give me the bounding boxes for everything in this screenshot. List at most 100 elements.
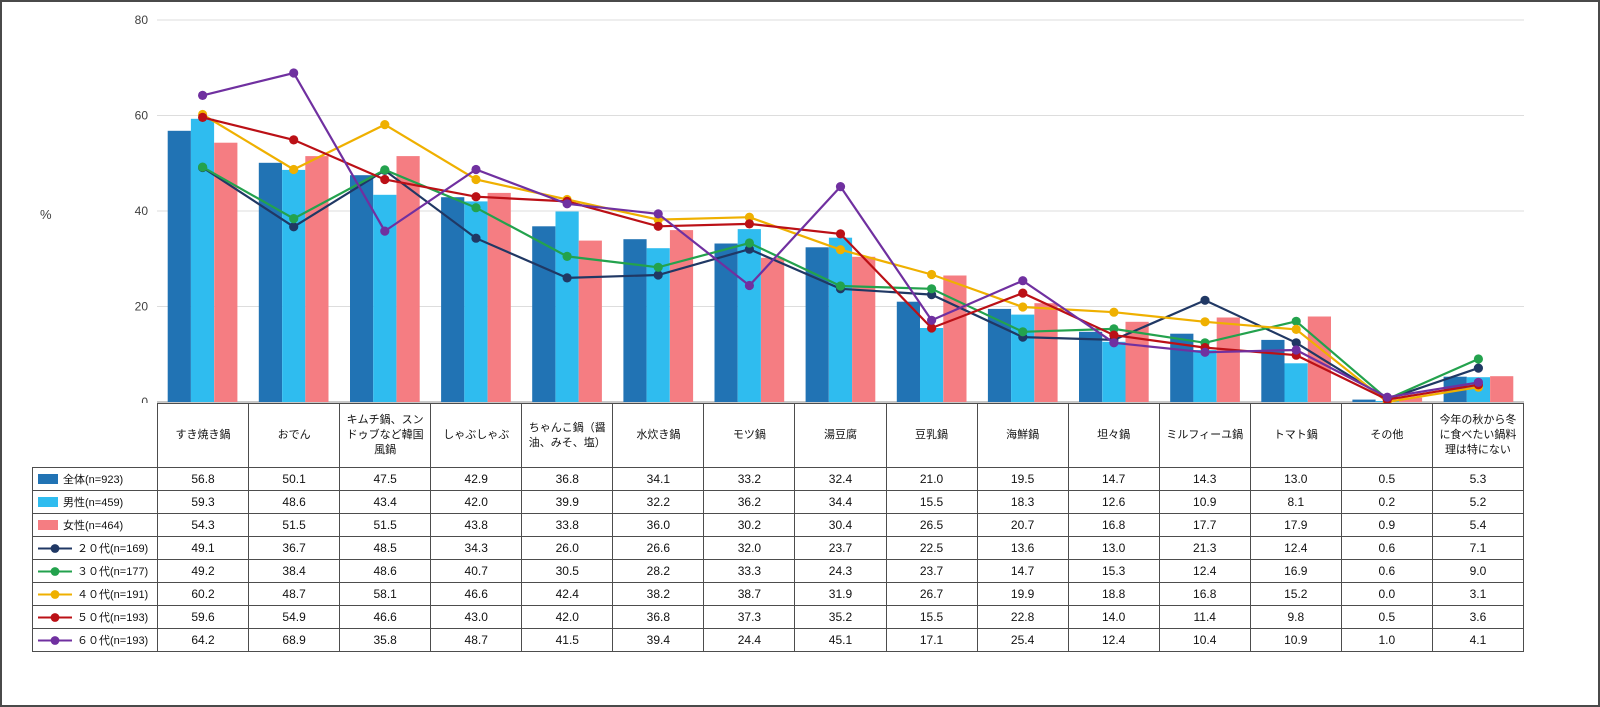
legend-item: ４０代(n=191) [32,582,158,606]
value-cell: 37.3 [703,605,796,629]
value-cell: 17.1 [885,628,978,652]
value-cell: 19.5 [976,467,1069,491]
value-cell: 47.5 [339,467,432,491]
value-cell: 20.7 [976,513,1069,537]
value-cell: 12.6 [1067,490,1160,514]
category-header: 水炊き鍋 [612,403,705,468]
data-table: すき焼き鍋 おでん キムチ鍋、スンドゥブなど韓国風鍋 しゃぶしゃぶ ちゃんこ鍋（醤油、み… [32,403,1525,652]
value-cell: 48.7 [248,582,341,606]
value-cell: 48.6 [248,490,341,514]
series-row: ６０代(n=193) 64.2 68.9 35.8 48.7 41.5 39.4 24.4 45… [32,628,1525,652]
value-cell: 28.2 [612,559,705,583]
value-cell: 10.9 [1158,490,1251,514]
value-cell: 21.0 [885,467,978,491]
value-cell: 15.2 [1249,582,1342,606]
value-cell: 59.3 [156,490,250,514]
value-cell: 0.5 [1340,605,1433,629]
value-cell: 13.0 [1067,536,1160,560]
category-header: トマト鍋 [1249,403,1342,468]
value-cell: 12.4 [1158,559,1251,583]
legend-item: ３０代(n=177) [32,559,158,583]
value-cell: 54.9 [248,605,341,629]
value-cell: 3.1 [1431,582,1525,606]
value-cell: 45.1 [794,628,887,652]
value-cell: 13.0 [1249,467,1342,491]
value-cell: 5.3 [1431,467,1525,491]
value-cell: 8.1 [1249,490,1342,514]
value-cell: 30.4 [794,513,887,537]
series-row: ３０代(n=177) 49.2 38.4 48.6 40.7 30.5 28.2 33.3 24… [32,559,1525,583]
legend-label: ２０代(n=169) [77,543,149,555]
value-cell: 14.0 [1067,605,1160,629]
value-cell: 42.4 [521,582,614,606]
value-cell: 43.0 [430,605,523,629]
legend-line-marker-icon [38,543,72,553]
legend-label: 全体(n=923) [63,474,124,486]
value-cell: 36.8 [521,467,614,491]
category-header: 豆乳鍋 [885,403,978,468]
legend-item: ５０代(n=193) [32,605,158,629]
legend-label: ６０代(n=193) [77,635,149,647]
value-cell: 58.1 [339,582,432,606]
value-cell: 48.5 [339,536,432,560]
value-cell: 35.8 [339,628,432,652]
value-cell: 33.3 [703,559,796,583]
svg-text:40: 40 [135,204,149,218]
value-cell: 56.8 [156,467,250,491]
svg-text:80: 80 [135,13,149,27]
legend-label: ４０代(n=191) [77,589,149,601]
value-cell: 16.8 [1067,513,1160,537]
value-cell: 36.0 [612,513,705,537]
series-row: 全体(n=923) 56.8 50.1 47.5 42.9 36.8 34.1 33.2 32.… [32,467,1525,491]
value-cell: 42.0 [521,605,614,629]
value-cell: 46.6 [430,582,523,606]
category-header: すき焼き鍋 [156,403,250,468]
value-cell: 7.1 [1431,536,1525,560]
value-cell: 0.5 [1340,467,1433,491]
value-cell: 64.2 [156,628,250,652]
category-header: モツ鍋 [703,403,796,468]
value-cell: 49.1 [156,536,250,560]
category-header: その他 [1340,403,1433,468]
value-cell: 10.9 [1249,628,1342,652]
legend-line-marker-icon [38,566,72,576]
legend-item: 全体(n=923) [32,467,158,491]
category-header: しゃぶしゃぶ [430,403,523,468]
value-cell: 16.9 [1249,559,1342,583]
value-cell: 24.4 [703,628,796,652]
value-cell: 9.0 [1431,559,1525,583]
series-row: ４０代(n=191) 60.2 48.7 58.1 46.6 42.4 38.2 38.7 31… [32,582,1525,606]
value-cell: 9.8 [1249,605,1342,629]
value-cell: 26.0 [521,536,614,560]
legend-line-marker-icon [38,612,72,622]
value-cell: 1.0 [1340,628,1433,652]
value-cell: 32.0 [703,536,796,560]
value-cell: 5.4 [1431,513,1525,537]
value-cell: 35.2 [794,605,887,629]
value-cell: 14.3 [1158,467,1251,491]
value-cell: 0.9 [1340,513,1433,537]
value-cell: 42.9 [430,467,523,491]
value-cell: 25.4 [976,628,1069,652]
value-cell: 14.7 [976,559,1069,583]
category-header: 海鮮鍋 [976,403,1069,468]
legend-bar-swatch-icon [38,520,58,530]
value-cell: 3.6 [1431,605,1525,629]
legend-label: ５０代(n=193) [77,612,149,624]
svg-text:60: 60 [135,109,149,123]
value-cell: 36.2 [703,490,796,514]
category-header: キムチ鍋、スンドゥブなど韓国風鍋 [339,403,432,468]
value-cell: 43.4 [339,490,432,514]
value-cell: 38.2 [612,582,705,606]
value-cell: 38.7 [703,582,796,606]
value-cell: 33.2 [703,467,796,491]
legend-label: ３０代(n=177) [77,566,149,578]
value-cell: 26.6 [612,536,705,560]
svg-text:20: 20 [135,300,149,314]
value-cell: 15.5 [885,605,978,629]
value-cell: 23.7 [885,559,978,583]
category-header: おでん [248,403,341,468]
value-cell: 17.7 [1158,513,1251,537]
value-cell: 32.4 [794,467,887,491]
